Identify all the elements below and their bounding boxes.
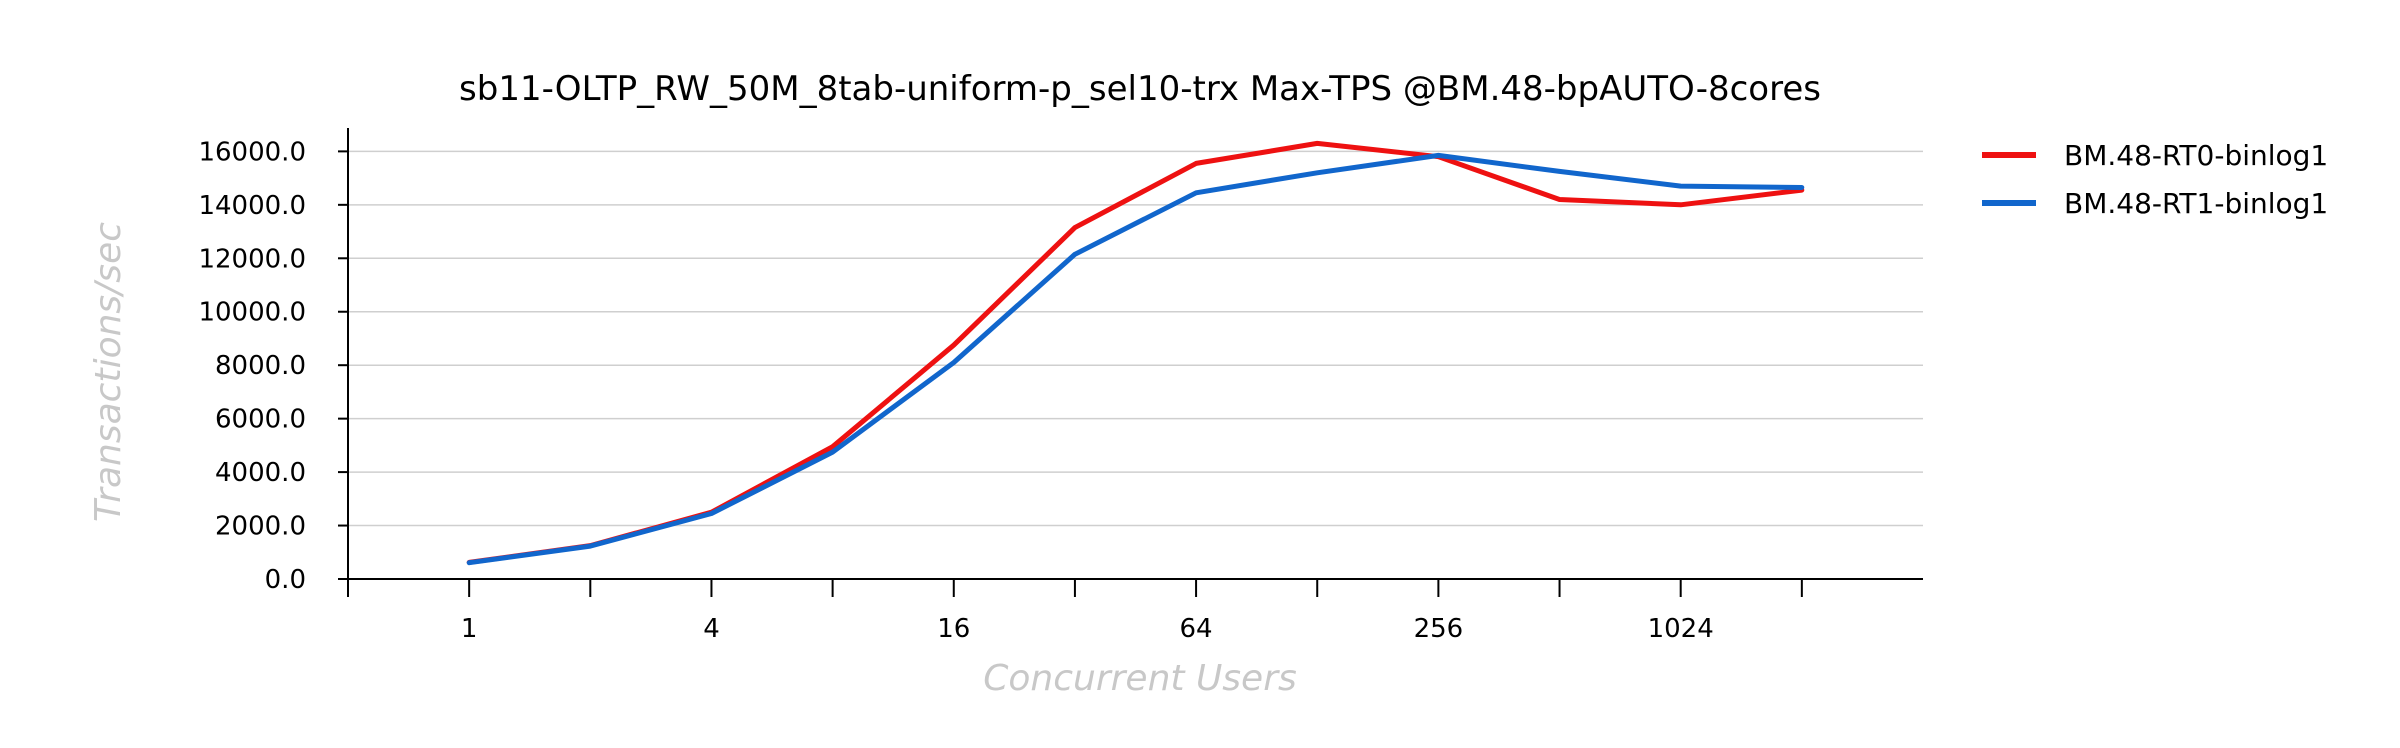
series-line-1	[466, 140, 1805, 565]
x-tick-label: 1	[461, 614, 478, 644]
series-line-2	[466, 152, 1805, 566]
y-tick-label: 8000.0	[215, 351, 306, 381]
y-tick-label: 12000.0	[198, 244, 306, 274]
y-tick-label: 4000.0	[215, 458, 306, 488]
y-tick-label: 14000.0	[198, 191, 306, 221]
legend-label: BM.48-RT1-binlog1	[2064, 187, 2328, 220]
legend-label: BM.48-RT0-binlog1	[2064, 139, 2328, 172]
y-tick-label: 16000.0	[198, 137, 306, 167]
chart-title: sb11-OLTP_RW_50M_8tab-uniform-p_sel10-tr…	[459, 69, 1821, 109]
plot-area: 0.0 2000.0 4000.0 6000.0 8000.0 10000.0 12000.…	[198, 128, 1923, 644]
gridlines	[348, 150, 1923, 527]
y-axis-title: Transactions/sec	[88, 222, 129, 522]
legend: BM.48-RT0-binlog1 BM.48-RT1-binlog1	[1982, 139, 2328, 220]
y-tick-label: 0.0	[265, 565, 306, 595]
x-tick-label: 4	[703, 614, 720, 644]
x-tick-label: 1024	[1648, 614, 1714, 644]
y-tick-label: 10000.0	[198, 298, 306, 328]
x-axis-ticks: 1 4 16 64 256 1024	[347, 579, 1803, 644]
y-tick-label: 6000.0	[215, 405, 306, 435]
x-axis-title: Concurrent Users	[983, 658, 1297, 699]
x-tick-label: 256	[1414, 614, 1464, 644]
y-axis-ticks: 0.0 2000.0 4000.0 6000.0 8000.0 10000.0 12000.…	[198, 137, 348, 595]
x-tick-label: 64	[1180, 614, 1213, 644]
series-group	[466, 140, 1805, 566]
x-tick-label: 16	[937, 614, 970, 644]
y-tick-label: 2000.0	[215, 512, 306, 542]
